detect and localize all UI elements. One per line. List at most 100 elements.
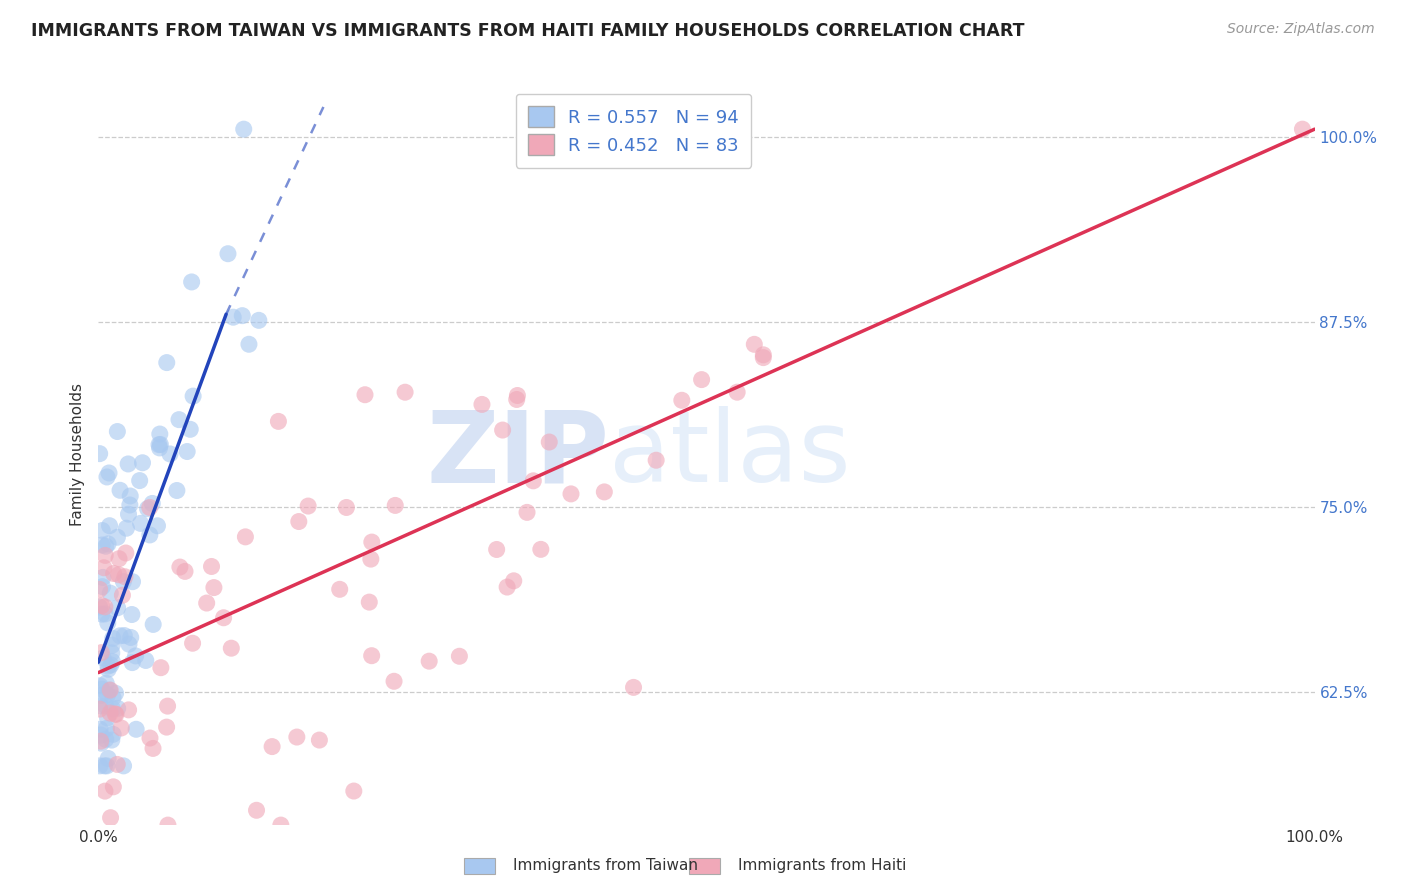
Point <box>101 733 124 747</box>
Point <box>156 818 179 832</box>
Point <box>91 682 114 697</box>
Point <box>129 516 152 531</box>
Point <box>94 549 117 563</box>
Point <box>89 759 111 773</box>
Point <box>141 496 163 510</box>
Point <box>623 681 645 695</box>
Point <box>91 570 114 584</box>
Point <box>752 348 775 362</box>
Point <box>155 720 177 734</box>
Point <box>121 574 143 589</box>
Point <box>149 427 172 442</box>
Point <box>471 397 494 411</box>
Point <box>94 599 117 614</box>
Point <box>90 607 112 622</box>
Point <box>671 393 693 408</box>
Point <box>384 499 406 513</box>
Point <box>285 730 308 744</box>
Point <box>117 703 139 717</box>
Point <box>96 688 118 702</box>
Point <box>108 483 131 498</box>
Point <box>89 582 111 597</box>
Point <box>107 567 129 582</box>
Point <box>91 580 114 594</box>
Point <box>124 648 146 663</box>
Text: Immigrants from Haiti: Immigrants from Haiti <box>738 858 907 872</box>
Point <box>530 542 553 557</box>
Point <box>174 565 197 579</box>
Point <box>91 524 114 538</box>
Point <box>506 392 529 407</box>
Point <box>103 566 125 581</box>
Point <box>169 560 191 574</box>
Point <box>136 501 159 516</box>
Point <box>1291 122 1313 136</box>
Legend: R = 0.557   N = 94, R = 0.452   N = 83: R = 0.557 N = 94, R = 0.452 N = 83 <box>516 94 751 168</box>
Point <box>128 474 150 488</box>
Point <box>94 698 117 713</box>
Point <box>166 483 188 498</box>
Point <box>200 559 222 574</box>
Point <box>181 636 204 650</box>
Point <box>139 731 162 745</box>
Point <box>104 706 127 721</box>
Point <box>506 388 529 402</box>
Point <box>120 489 142 503</box>
Point <box>101 655 124 669</box>
Point <box>89 447 111 461</box>
Point <box>179 422 201 436</box>
Point <box>97 537 120 551</box>
Point <box>117 507 139 521</box>
Point <box>114 570 136 584</box>
Point <box>103 780 125 794</box>
Point <box>245 803 267 817</box>
Point <box>101 702 124 716</box>
Point <box>91 538 114 552</box>
Point <box>100 811 122 825</box>
Point <box>93 759 115 773</box>
Point <box>725 385 748 400</box>
Point <box>90 736 112 750</box>
Point <box>231 309 253 323</box>
Point <box>270 818 292 832</box>
Point <box>98 706 121 720</box>
Point <box>485 542 508 557</box>
Point <box>360 535 382 549</box>
Point <box>335 500 357 515</box>
Point <box>100 646 122 660</box>
Point <box>89 679 111 693</box>
Point <box>354 388 377 402</box>
Point <box>131 456 153 470</box>
Point <box>156 699 179 714</box>
Point <box>146 518 169 533</box>
Point <box>115 521 138 535</box>
Point <box>96 722 118 736</box>
Point <box>742 337 765 351</box>
Point <box>112 574 135 589</box>
Point <box>98 586 121 600</box>
Point <box>101 727 124 741</box>
Point <box>107 600 129 615</box>
Point <box>360 648 382 663</box>
Point <box>104 686 127 700</box>
Point <box>112 629 135 643</box>
Point <box>232 122 254 136</box>
Point <box>156 355 179 369</box>
Point <box>159 447 181 461</box>
Point <box>118 637 141 651</box>
Point <box>91 651 114 665</box>
Point <box>217 246 239 260</box>
Point <box>89 702 111 716</box>
Point <box>94 607 117 621</box>
Point <box>538 435 561 450</box>
Point <box>108 629 131 643</box>
Point <box>98 466 121 480</box>
Point <box>343 784 366 798</box>
Text: Source: ZipAtlas.com: Source: ZipAtlas.com <box>1227 22 1375 37</box>
Point <box>394 385 416 400</box>
Point <box>111 588 134 602</box>
Point <box>235 530 257 544</box>
Point <box>97 659 120 673</box>
Point <box>89 599 111 614</box>
Point <box>94 784 117 798</box>
